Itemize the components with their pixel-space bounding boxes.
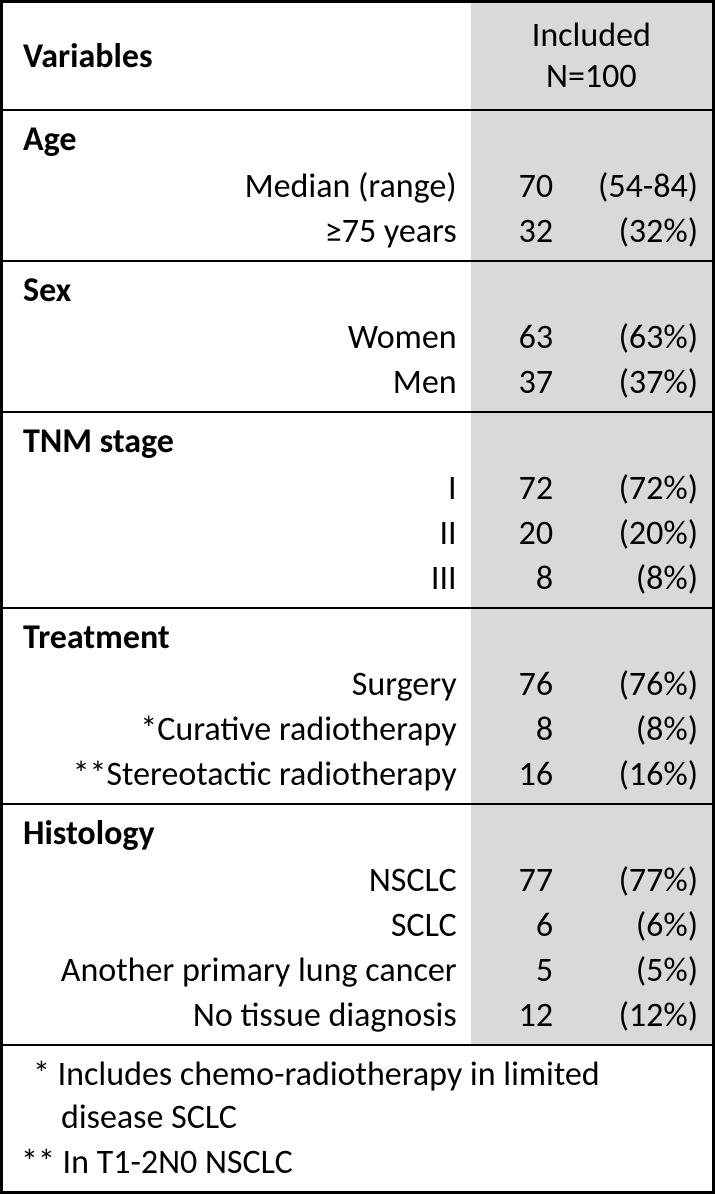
row-label: ≥75 years	[3, 209, 471, 261]
row-extra: (20%)	[561, 511, 712, 556]
row-extra: (54-84)	[561, 164, 712, 209]
header-variables: Variables	[3, 3, 471, 110]
cell-blank	[471, 110, 562, 164]
row-label: II	[3, 511, 471, 556]
row-label: Median (range)	[3, 164, 471, 209]
patient-characteristics-table: Variables Included N=100 Age Median (ran…	[0, 0, 715, 1194]
footnote-row: * Includes chemo-radiotherapy in limited	[3, 1045, 712, 1097]
section-row: Histology	[3, 804, 712, 858]
section-row: Sex	[3, 261, 712, 315]
cell-blank	[561, 608, 712, 662]
row-extra: (16%)	[561, 752, 712, 804]
table-row: II 20 (20%)	[3, 511, 712, 556]
row-extra: (72%)	[561, 466, 712, 511]
row-extra: (63%)	[561, 315, 712, 360]
row-extra: (12%)	[561, 993, 712, 1045]
row-label: No tissue diagnosis	[3, 993, 471, 1045]
section-title-age: Age	[3, 110, 471, 164]
row-label: I	[3, 466, 471, 511]
row-value: 5	[471, 948, 562, 993]
table: Variables Included N=100 Age Median (ran…	[3, 3, 712, 1191]
footnote-row: disease SCLC	[3, 1097, 712, 1140]
row-value: 37	[471, 360, 562, 412]
row-value: 8	[471, 556, 562, 608]
cell-blank	[471, 412, 562, 466]
cell-blank	[561, 412, 712, 466]
row-extra: (77%)	[561, 858, 712, 903]
header-row-1: Variables Included	[3, 3, 712, 56]
row-label: NSCLC	[3, 858, 471, 903]
row-value: 63	[471, 315, 562, 360]
row-value: 70	[471, 164, 562, 209]
cell-blank	[561, 261, 712, 315]
section-row: Age	[3, 110, 712, 164]
row-label: Surgery	[3, 662, 471, 707]
section-title-sex: Sex	[3, 261, 471, 315]
cell-blank	[471, 608, 562, 662]
row-extra: (37%)	[561, 360, 712, 412]
row-value: 72	[471, 466, 562, 511]
header-included-2: N=100	[471, 56, 712, 110]
header-included-1: Included	[471, 3, 712, 56]
row-value: 16	[471, 752, 562, 804]
row-label: *Curative radiotherapy	[3, 707, 471, 752]
row-extra: (5%)	[561, 948, 712, 993]
footnote-row: ** In T1-2N0 NSCLC	[3, 1140, 712, 1191]
row-label: Women	[3, 315, 471, 360]
row-value: 76	[471, 662, 562, 707]
table-row: SCLC 6 (6%)	[3, 903, 712, 948]
table-row: *Curative radiotherapy 8 (8%)	[3, 707, 712, 752]
section-row: TNM stage	[3, 412, 712, 466]
table-row: Women 63 (63%)	[3, 315, 712, 360]
footnote-3: ** In T1-2N0 NSCLC	[3, 1140, 712, 1191]
table-row: Another primary lung cancer 5 (5%)	[3, 948, 712, 993]
row-extra: (76%)	[561, 662, 712, 707]
row-value: 77	[471, 858, 562, 903]
row-extra: (32%)	[561, 209, 712, 261]
section-title-treatment: Treatment	[3, 608, 471, 662]
cell-blank	[561, 110, 712, 164]
row-label: III	[3, 556, 471, 608]
row-value: 20	[471, 511, 562, 556]
row-extra: (6%)	[561, 903, 712, 948]
section-title-tnm: TNM stage	[3, 412, 471, 466]
table-row: Surgery 76 (76%)	[3, 662, 712, 707]
table-row: NSCLC 77 (77%)	[3, 858, 712, 903]
row-label: Men	[3, 360, 471, 412]
row-value: 6	[471, 903, 562, 948]
row-value: 12	[471, 993, 562, 1045]
table-row: III 8 (8%)	[3, 556, 712, 608]
footnote-1: * Includes chemo-radiotherapy in limited	[3, 1045, 712, 1097]
row-value: 32	[471, 209, 562, 261]
cell-blank	[471, 261, 562, 315]
table-row: Median (range) 70 (54-84)	[3, 164, 712, 209]
section-row: Treatment	[3, 608, 712, 662]
section-title-histology: Histology	[3, 804, 471, 858]
row-extra: (8%)	[561, 707, 712, 752]
cell-blank	[561, 804, 712, 858]
table-row: No tissue diagnosis 12 (12%)	[3, 993, 712, 1045]
row-label: Another primary lung cancer	[3, 948, 471, 993]
table-row: Men 37 (37%)	[3, 360, 712, 412]
table-row: ≥75 years 32 (32%)	[3, 209, 712, 261]
table-row: **Stereotactic radiotherapy 16 (16%)	[3, 752, 712, 804]
table-row: I 72 (72%)	[3, 466, 712, 511]
row-label: **Stereotactic radiotherapy	[3, 752, 471, 804]
footnote-2: disease SCLC	[3, 1097, 712, 1140]
cell-blank	[471, 804, 562, 858]
row-extra: (8%)	[561, 556, 712, 608]
row-value: 8	[471, 707, 562, 752]
row-label: SCLC	[3, 903, 471, 948]
